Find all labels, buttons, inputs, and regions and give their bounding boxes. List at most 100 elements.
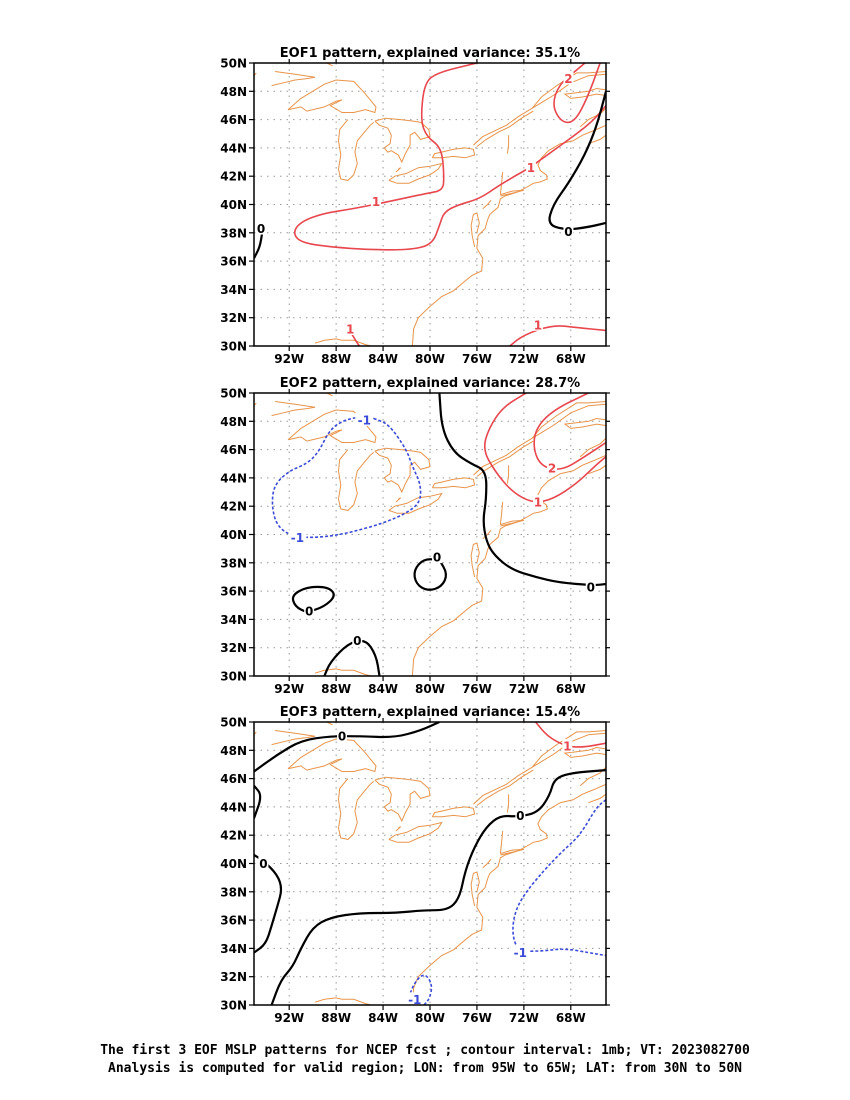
lat-tick-label: 42N [220, 500, 247, 514]
lat-tick-label: 50N [220, 387, 247, 401]
contour-label: 0 [587, 580, 595, 594]
contour-label: 0 [564, 225, 572, 239]
contour-zero-0 [254, 784, 262, 819]
contour-neg-1 [512, 799, 606, 957]
panel-title: EOF3 pattern, explained variance: 15.4% [280, 705, 580, 720]
panel-title: EOF2 pattern, explained variance: 28.7% [280, 376, 580, 391]
lon-tick-label: 68W [556, 352, 586, 366]
lat-tick-label: 44N [220, 471, 247, 485]
contour-labels: 2 1 0 -1 -1 0 0 0 [288, 412, 596, 648]
lon-tick-label: 68W [556, 1011, 586, 1025]
lat-tick-label: 50N [220, 57, 247, 71]
lat-tick-label: 40N [220, 857, 247, 871]
contour-label: 0 [433, 551, 441, 565]
grid-lines [254, 393, 606, 676]
contour-label: -1 [291, 531, 304, 545]
lat-tick-label: 32N [220, 970, 247, 984]
contour-label: 2 [564, 72, 572, 86]
lat-tick-label: 36N [220, 585, 247, 599]
lon-tick-label: 76W [462, 682, 492, 696]
lat-tick-label: 30N [220, 999, 247, 1013]
grid-lines [254, 722, 606, 1005]
lon-tick-label: 80W [415, 682, 445, 696]
axis-ticks: 92W 88W 84W 80W 76W 72W 68W 30N 32N 34N 36N 38N 40N 4… [220, 57, 610, 366]
lat-tick-label: 46N [220, 113, 247, 127]
lat-tick-label: 34N [220, 613, 247, 627]
lat-tick-label: 42N [220, 829, 247, 843]
contour-label: 1 [534, 495, 542, 509]
grid-lines [254, 63, 606, 346]
figure-caption: The first 3 EOF MSLP patterns for NCEP f… [0, 1042, 850, 1078]
lon-tick-label: 80W [415, 352, 445, 366]
contour-label: 1 [534, 318, 542, 332]
eof-panel-3: EOF3 pattern, explained variance: 15.4% 1… [220, 705, 610, 1025]
contour-pos-2 [533, 393, 606, 470]
lon-tick-label: 88W [321, 682, 351, 696]
lon-tick-label: 88W [321, 352, 351, 366]
contour-pos-1 [293, 63, 606, 251]
lat-tick-label: 32N [220, 641, 247, 655]
contour-label: 0 [305, 604, 313, 618]
contour-zero-0 [254, 232, 264, 259]
lat-tick-label: 34N [220, 283, 247, 297]
lat-tick-label: 48N [220, 744, 247, 758]
caption-line-1: The first 3 EOF MSLP patterns for NCEP f… [100, 1043, 750, 1058]
contour-label: 0 [257, 222, 265, 236]
contour-label: -1 [358, 413, 371, 427]
lat-tick-label: 48N [220, 85, 247, 99]
lon-tick-label: 84W [368, 352, 398, 366]
eof-figure: EOF1 pattern, explained variance: 35.1% 2… [220, 46, 610, 1025]
lon-tick-label: 92W [274, 1011, 304, 1025]
lat-tick-label: 50N [220, 716, 247, 730]
contour-label: -1 [408, 993, 421, 1007]
contour-neg-1 [271, 416, 422, 539]
axis-ticks: 92W 88W 84W 80W 76W 72W 68W 30N 32N 34N 36N 38N 40N 4… [220, 716, 610, 1025]
lat-tick-label: 48N [220, 415, 247, 429]
lat-tick-label: 44N [220, 800, 247, 814]
lon-tick-label: 76W [462, 1011, 492, 1025]
lat-tick-label: 38N [220, 556, 247, 570]
contour-zero-0 [254, 854, 283, 954]
lat-tick-label: 34N [220, 942, 247, 956]
lon-tick-label: 68W [556, 682, 586, 696]
lon-tick-label: 72W [509, 1011, 539, 1025]
contour-zero-0 [270, 769, 606, 1005]
coastlines [254, 63, 606, 346]
lat-tick-label: 42N [220, 170, 247, 184]
lon-tick-label: 84W [368, 682, 398, 696]
lat-tick-label: 32N [220, 311, 247, 325]
lon-tick-label: 72W [509, 352, 539, 366]
lat-tick-label: 46N [220, 443, 247, 457]
lon-tick-label: 80W [415, 1011, 445, 1025]
contour-pos-1 [509, 325, 606, 346]
contour-label: 1 [372, 195, 380, 209]
contour-label: 1 [527, 161, 535, 175]
eof-panel-2: EOF2 pattern, explained variance: 28.7% 2… [220, 376, 610, 696]
caption-line-2: Analysis is computed for valid region; L… [108, 1061, 742, 1076]
contour-zero-0 [291, 585, 335, 614]
lon-tick-label: 92W [274, 682, 304, 696]
contour-zero-0 [413, 558, 447, 591]
panel-title: EOF1 pattern, explained variance: 35.1% [280, 46, 580, 61]
contour-zero-0 [438, 393, 606, 587]
lat-tick-label: 44N [220, 141, 247, 155]
contour-label: 1 [563, 740, 571, 754]
contour-labels: 2 1 1 1 1 0 0 [256, 71, 574, 337]
contour-labels: 1 0 0 0 -1 -1 [258, 729, 573, 1007]
lat-tick-label: 46N [220, 772, 247, 786]
contour-label: 0 [516, 809, 524, 823]
contour-label: 1 [346, 323, 354, 337]
lat-tick-label: 40N [220, 198, 247, 212]
lon-tick-label: 92W [274, 352, 304, 366]
lat-tick-label: 38N [220, 885, 247, 899]
contour-label: -1 [514, 946, 527, 960]
contour-label: 0 [338, 730, 346, 744]
lat-tick-label: 30N [220, 670, 247, 684]
contour-label: 2 [548, 461, 556, 475]
contour-neg-1 [408, 974, 433, 1005]
lat-tick-label: 40N [220, 528, 247, 542]
contour-label: 0 [259, 857, 267, 871]
lon-tick-label: 88W [321, 1011, 351, 1025]
lat-tick-label: 36N [220, 255, 247, 269]
contours [271, 393, 606, 676]
